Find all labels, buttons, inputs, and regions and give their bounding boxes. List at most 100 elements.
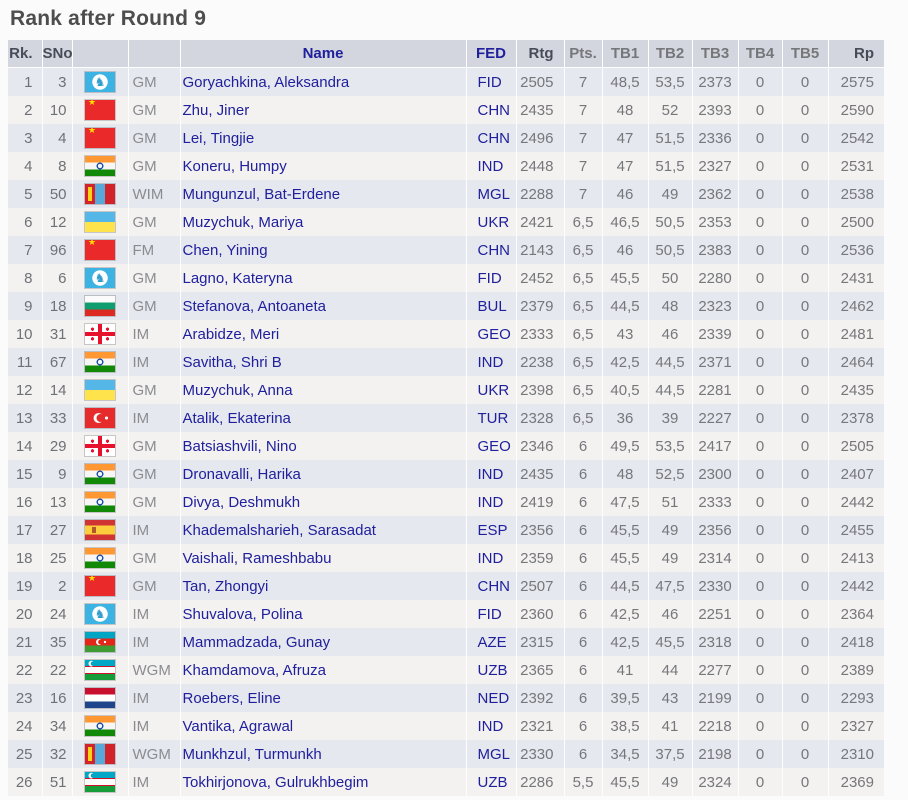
tiebreak-4-cell: 0 (738, 488, 783, 516)
player-name-link[interactable]: Chen, Yining (180, 236, 467, 264)
tiebreak-2-cell: 44 (648, 656, 693, 684)
federation-flag-icon (85, 212, 115, 232)
player-name-link[interactable]: Mungunzul, Bat-Erdene (180, 180, 467, 208)
tiebreak-3-cell: 2227 (692, 404, 739, 432)
federation-cell: IND (466, 488, 517, 516)
tiebreak-3-cell: 2330 (692, 572, 739, 600)
rank-cell: 19 (8, 572, 43, 600)
rank-cell: 21 (8, 628, 43, 656)
table-row: 6 12 GM Muzychuk, Mariya UKR 2421 6,5 46… (8, 208, 884, 236)
start-number-cell: 4 (42, 124, 73, 152)
start-number-cell: 96 (42, 236, 73, 264)
player-name-link[interactable]: Dronavalli, Harika (180, 460, 467, 488)
tiebreak-3-cell: 2277 (692, 656, 739, 684)
federation-cell: IND (466, 460, 517, 488)
player-name-link[interactable]: Divya, Deshmukh (180, 488, 467, 516)
tiebreak-5-cell: 0 (782, 67, 829, 96)
player-name-link[interactable]: Munkhzul, Turmunkh (180, 740, 467, 768)
tiebreak-5-cell: 0 (782, 600, 829, 628)
player-title-cell: GM (128, 544, 181, 572)
tiebreak-4-cell: 0 (738, 516, 783, 544)
player-name-link[interactable]: Vantika, Agrawal (180, 712, 467, 740)
rating-cell: 2330 (516, 740, 565, 768)
performance-rating-cell: 2378 (840, 409, 874, 427)
tiebreak-1-cell: 47 (602, 124, 649, 152)
points-cell: 6 (564, 488, 603, 516)
federation-flag-icon (85, 352, 115, 372)
tiebreak-4-cell: 0 (738, 684, 783, 712)
tiebreak-5-cell: 0 (782, 544, 829, 572)
player-name-link[interactable]: Mammadzada, Gunay (180, 628, 467, 656)
tiebreak-1-cell: 46 (602, 236, 649, 264)
points-cell: 6 (564, 432, 603, 460)
player-title-cell: GM (128, 96, 181, 124)
tiebreak-4-cell: 0 (738, 572, 783, 600)
federation-flag-icon (85, 716, 115, 736)
player-name-link[interactable]: Roebers, Eline (180, 684, 467, 712)
federation-flag-icon (85, 520, 115, 540)
player-name-link[interactable]: Shuvalova, Polina (180, 600, 467, 628)
rating-cell: 2238 (516, 348, 565, 376)
player-name-link[interactable]: Zhu, Jiner (180, 96, 467, 124)
header-tiebreak-5: TB5 (782, 40, 829, 68)
player-name-link[interactable]: Savitha, Shri B (180, 348, 467, 376)
rank-cell: 12 (8, 376, 43, 404)
tiebreak-5-cell: 0 (782, 348, 829, 376)
table-header-row: Rk. SNo Name FED Rtg Pts. TB1 TB2 TB3 TB… (8, 40, 884, 68)
flag-cell (72, 684, 129, 712)
rating-cell: 2421 (516, 208, 565, 236)
player-name-link[interactable]: Batsiashvili, Nino (180, 432, 467, 460)
tiebreak-4-cell: 0 (738, 432, 783, 460)
tiebreak-5-cell: 0 (782, 656, 829, 684)
federation-flag-icon (85, 240, 115, 260)
federation-cell: CHN (466, 124, 517, 152)
player-name-link[interactable]: Muzychuk, Mariya (180, 208, 467, 236)
player-name-link[interactable]: Lei, Tingjie (180, 124, 467, 152)
table-row: 19 2 GM Tan, Zhongyi CHN 2507 6 44,5 47,… (8, 572, 884, 600)
header-rating: Rtg (516, 40, 565, 68)
tiebreak-3-cell: 2327 (692, 152, 739, 180)
tiebreak-4-cell: 0 (738, 180, 783, 208)
tiebreak-2-cell: 50 (648, 264, 693, 292)
points-cell: 6,5 (564, 208, 603, 236)
player-name-link[interactable]: Arabidze, Meri (180, 320, 467, 348)
flag-cell (72, 628, 129, 656)
player-name-link[interactable]: Tan, Zhongyi (180, 572, 467, 600)
table-row: 21 35 IM Mammadzada, Gunay AZE 2315 6 42… (8, 628, 884, 656)
rank-cell: 2 (8, 96, 43, 124)
player-title-cell: GM (128, 264, 181, 292)
points-cell: 6 (564, 712, 603, 740)
performance-rating-cell: 2442 (840, 577, 874, 595)
player-title-cell: IM (128, 516, 181, 544)
rating-cell: 2419 (516, 488, 565, 516)
table-row: 10 31 IM Arabidze, Meri GEO 2333 6,5 43 … (8, 320, 884, 348)
player-name-link[interactable]: Stefanova, Antoaneta (180, 292, 467, 320)
header-performance-rating: Rp (828, 40, 884, 68)
federation-cell: UKR (466, 208, 517, 236)
table-row: 25 32 WGM Munkhzul, Turmunkh MGL 2330 6 … (8, 740, 884, 768)
tiebreak-5-cell: 0 (782, 152, 829, 180)
player-title-cell: IM (128, 712, 181, 740)
standings-body: 1 3 GM Goryachkina, Aleksandra FID 2505 … (8, 67, 884, 796)
player-name-link[interactable]: Khamdamova, Afruza (180, 656, 467, 684)
player-name-link[interactable]: Koneru, Humpy (180, 152, 467, 180)
tiebreak-2-cell: 50,5 (648, 208, 693, 236)
federation-cell: GEO (466, 432, 517, 460)
federation-cell: IND (466, 152, 517, 180)
player-title-cell: IM (128, 600, 181, 628)
player-name-link[interactable]: Goryachkina, Aleksandra (180, 67, 467, 96)
player-name-link[interactable]: Khademalsharieh, Sarasadat (180, 516, 467, 544)
start-number-cell: 32 (42, 740, 73, 768)
player-name-link[interactable]: Vaishali, Rameshbabu (180, 544, 467, 572)
rating-cell: 2328 (516, 404, 565, 432)
player-name-link[interactable]: Atalik, Ekaterina (180, 404, 467, 432)
tiebreak-1-cell: 40,5 (602, 376, 649, 404)
performance-rating-cell: 2407 (840, 465, 874, 483)
flag-cell (72, 572, 129, 600)
player-name-link[interactable]: Muzychuk, Anna (180, 376, 467, 404)
player-name-link[interactable]: Tokhirjonova, Gulrukhbegim (180, 768, 467, 796)
tiebreak-4-cell: 0 (738, 628, 783, 656)
player-name-link[interactable]: Lagno, Kateryna (180, 264, 467, 292)
rating-cell: 2452 (516, 264, 565, 292)
flag-cell (72, 432, 129, 460)
